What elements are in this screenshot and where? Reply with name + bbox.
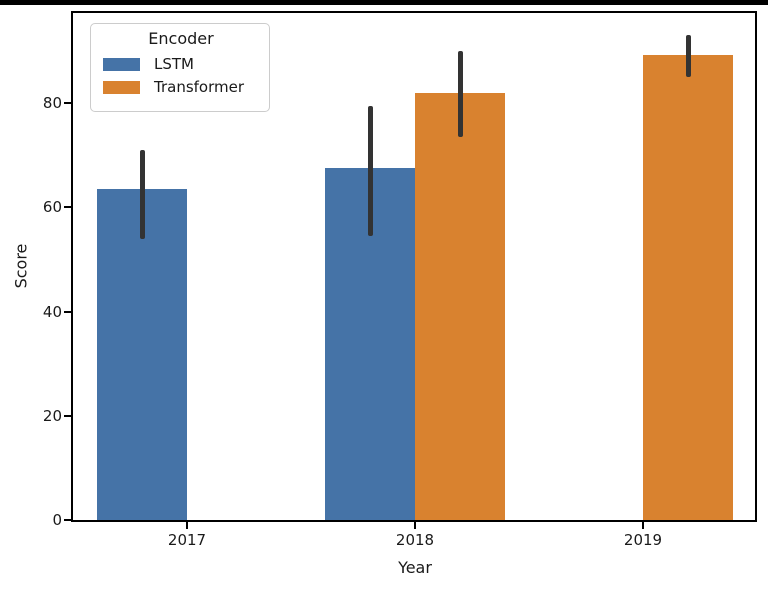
y-tick-mark [64,102,71,105]
legend-label-lstm: LSTM [154,55,194,73]
error-bar-lstm-2017 [139,150,145,239]
x-tick-mark [642,522,644,529]
x-tick-mark [414,522,416,529]
bar-transformer-2018 [415,92,505,520]
legend-label-transformer: Transformer [154,78,245,96]
y-axis-label: Score [11,243,31,289]
y-tick-label-20: 20 [42,406,62,425]
y-tick-mark [64,414,71,417]
legend: Encoder LSTM Transformer [90,23,270,112]
y-tick-mark [64,206,71,209]
x-tick-label-2018: 2018 [395,531,435,549]
y-tick-label-60: 60 [42,198,62,217]
x-tick-label-2017: 2017 [167,531,207,549]
y-tick-label-0: 0 [52,511,62,529]
y-tick-label-40: 40 [42,302,62,321]
error-bar-transformer-2019 [685,35,691,78]
error-bar-lstm-2018 [367,105,373,237]
y-tick-label-80: 80 [42,94,62,113]
x-tick-label-2019: 2019 [623,531,663,549]
bar-transformer-2019 [643,55,733,520]
transformer-color-swatch [103,80,140,94]
legend-item-lstm: LSTM [103,56,259,72]
x-axis-label: Year [398,558,432,577]
error-bar-transformer-2018 [457,51,463,137]
legend-title: Encoder [148,29,214,48]
y-tick-mark [64,519,71,521]
window-top-border [0,0,768,5]
bar-lstm-2017 [97,189,187,520]
x-tick-mark [186,522,188,529]
lstm-color-swatch [103,57,140,71]
y-tick-mark [64,310,71,313]
legend-item-transformer: Transformer [103,79,259,95]
